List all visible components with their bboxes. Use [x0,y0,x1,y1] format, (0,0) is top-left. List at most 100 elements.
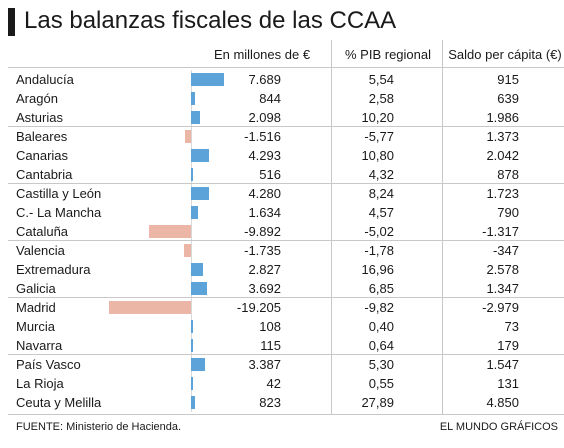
balance-millions: 42 [266,376,281,391]
balance-millions: -9.892 [244,224,281,239]
bar-positive [191,320,193,333]
pib-percent: -5,77 [364,129,394,144]
group-divider [8,354,331,355]
balance-millions: 516 [259,167,281,182]
group-divider [332,297,564,298]
bar-positive [191,206,198,219]
column-header-saldo: Saldo per cápita (€) [448,47,562,62]
table-row: Aragón 844 2,58 639 [0,89,564,108]
balance-per-capita: 2.578 [486,262,519,277]
balance-millions: 2.827 [248,262,281,277]
pib-percent: 6,85 [368,281,394,296]
bar-positive [191,396,195,409]
pib-percent: 0,64 [368,338,394,353]
table-row: La Rioja 42 0,55 131 [0,374,564,393]
region-name: Cataluña [16,224,69,239]
column-header-pib: % PIB regional [345,47,431,62]
table-row: Navarra 115 0,64 179 [0,336,564,355]
group-divider [332,240,564,241]
region-name: Galicia [16,281,56,296]
group-divider [8,126,331,127]
region-name: Navarra [16,338,63,353]
balance-millions: 7.689 [248,72,281,87]
balance-per-capita: 790 [497,205,519,220]
credit-note: EL MUNDO GRÁFICOS [439,421,558,433]
table-row: Valencia -1.735 -1,78 -347 [0,241,564,260]
bar-positive [191,263,203,276]
balance-per-capita: 1.347 [486,281,519,296]
table-row: Asturias 2.098 10,20 1.986 [0,108,564,127]
table-row: Baleares -1.516 -5,77 1.373 [0,127,564,146]
bar-positive [191,73,224,86]
pib-percent: -9,82 [364,300,394,315]
region-name: Aragón [16,91,58,106]
table-row: Murcia 108 0,40 73 [0,317,564,336]
balance-per-capita: 878 [497,167,519,182]
group-divider [8,297,331,298]
region-name: Castilla y León [16,186,102,201]
region-name: País Vasco [16,357,81,372]
pib-percent: 10,20 [361,110,394,125]
bar-positive [191,92,195,105]
region-name: Asturias [16,110,63,125]
group-divider [332,126,564,127]
group-divider [8,183,331,184]
group-divider [332,183,564,184]
group-divider [8,240,331,241]
pib-percent: 8,24 [368,186,394,201]
balance-per-capita: 639 [497,91,519,106]
balance-millions: -1.735 [244,243,281,258]
balance-per-capita: 1.723 [486,186,519,201]
balance-per-capita: -2.979 [482,300,519,315]
title-accent-bar [8,8,15,36]
pib-percent: 4,57 [368,205,394,220]
balance-millions: 2.098 [248,110,281,125]
region-name: Murcia [16,319,56,334]
balance-per-capita: -347 [492,243,519,258]
table-row: Galicia 3.692 6,85 1.347 [0,279,564,298]
balance-millions: -19.205 [236,300,281,315]
balance-per-capita: 131 [497,376,519,391]
group-divider [332,354,564,355]
column-header-millones: En millones de € [213,47,311,62]
pib-percent: 27,89 [361,395,394,410]
balance-millions: 844 [259,91,281,106]
region-name: Canarias [16,148,69,163]
region-name: Madrid [16,300,56,315]
region-name: Ceuta y Melilla [16,395,102,410]
balance-millions: -1.516 [244,129,281,144]
region-name: Andalucía [16,72,74,87]
bar-positive [191,187,209,200]
table-row: Andalucía 7.689 5,54 915 [0,70,564,89]
region-name: C.- La Mancha [16,205,102,220]
region-name: Baleares [16,129,68,144]
balance-millions: 823 [259,395,281,410]
pib-percent: 5,54 [368,72,394,87]
pib-percent: 5,30 [368,357,394,372]
balance-per-capita: 73 [504,319,519,334]
balance-millions: 3.387 [248,357,281,372]
pib-percent: -1,78 [364,243,394,258]
column-divider [331,40,332,414]
pib-percent: -5,02 [364,224,394,239]
table-row: Canarias 4.293 10,80 2.042 [0,146,564,165]
bar-positive [191,358,205,371]
bar-negative [185,130,191,143]
bar-positive [191,168,193,181]
bar-positive [191,377,193,390]
balance-millions: 1.634 [248,205,281,220]
table-row: Ceuta y Melilla 823 27,89 4.850 [0,393,564,412]
balance-millions: 108 [259,319,281,334]
header-divider [8,67,564,68]
bar-zero-axis [191,70,192,412]
pib-percent: 16,96 [361,262,394,277]
bar-negative [149,225,191,238]
balance-millions: 3.692 [248,281,281,296]
table-row: País Vasco 3.387 5,30 1.547 [0,355,564,374]
table-row: Cataluña -9.892 -5,02 -1.317 [0,222,564,241]
balance-millions: 4.280 [248,186,281,201]
table-row: C.- La Mancha 1.634 4,57 790 [0,203,564,222]
region-name: Cantabria [16,167,73,182]
table-row: Cantabria 516 4,32 878 [0,165,564,184]
